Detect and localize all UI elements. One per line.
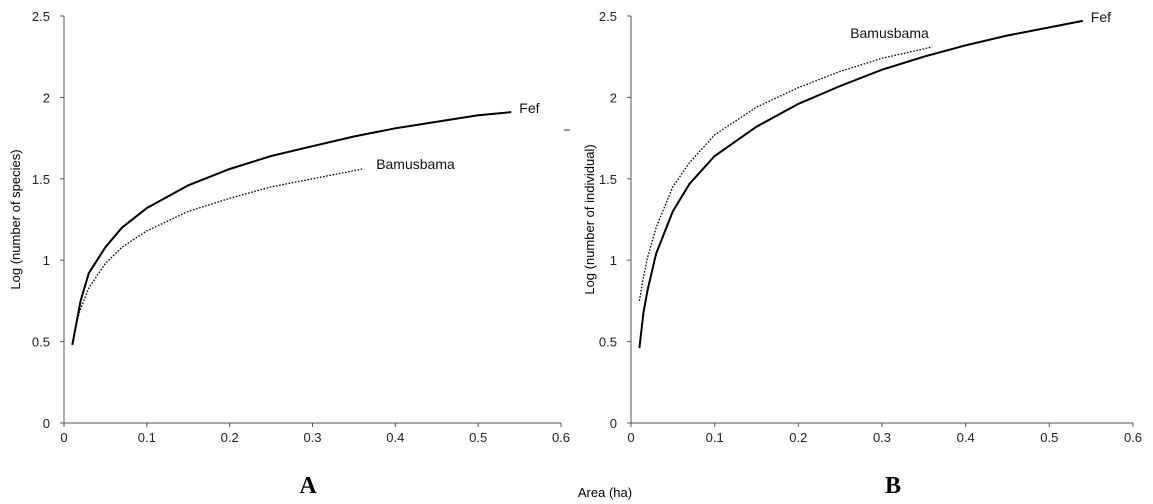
x-tick-label: 0.2: [789, 430, 807, 445]
y-axis-label: Log (number of species): [8, 149, 23, 289]
y-tick-label: 1.5: [599, 172, 617, 187]
series-line-bamusbama: [638, 46, 933, 302]
x-tick-label: 0.4: [957, 430, 975, 445]
series-label-fef: Fef: [519, 100, 539, 116]
x-tick-label: 0: [60, 430, 67, 445]
series-line-bamusbama: [75, 168, 363, 323]
x-tick-label: 0.5: [469, 430, 487, 445]
x-tick-label: 0.4: [386, 430, 404, 445]
x-tick-label: 0.1: [138, 430, 156, 445]
x-tick-label: 0.3: [303, 430, 321, 445]
y-tick-label: 2.5: [599, 9, 617, 24]
y-tick-label: 0.5: [599, 335, 617, 350]
x-tick-label: 0.5: [1040, 430, 1058, 445]
x-tick-label: 0.1: [706, 430, 724, 445]
y-tick-label: 1: [43, 253, 50, 268]
y-tick-label: 0.5: [32, 335, 50, 350]
y-tick-label: 0: [610, 416, 617, 431]
y-tick-label: 1: [610, 253, 617, 268]
x-tick-label: 0.3: [873, 430, 891, 445]
chart-panel-a: 0 0.1 0.2 0.3 0.4 0.5 0.6 0 0.5 1 1.5 2 2.5 Log (numb…: [8, 9, 570, 499]
chart-panel-b: 0 0.1 0.2 0.3 0.4 0.5 0.6 0 0.5 1 1.5 2 2.5 Log (numb…: [582, 9, 1142, 499]
panel-letter: B: [885, 473, 901, 499]
y-axis-label: Log (number of individual): [582, 144, 597, 294]
y-tick-label: 0: [43, 416, 50, 431]
panel-letter: A: [299, 473, 317, 499]
shared-x-axis-label: Area (ha): [578, 485, 632, 500]
y-tick-label: 2: [43, 90, 50, 105]
y-tick-label: 2: [610, 90, 617, 105]
series-line-fef: [71, 111, 512, 346]
x-tick-label: 0.6: [1124, 430, 1142, 445]
y-tick-label: 2.5: [32, 9, 50, 24]
x-tick-label: 0: [627, 430, 634, 445]
x-tick-label: 0.2: [221, 430, 239, 445]
series-label-fef: Fef: [1091, 9, 1111, 25]
series-label-bamusbama: Bamusbama: [376, 156, 455, 172]
y-tick-label: 1.5: [32, 172, 50, 187]
x-tick-label: 0.6: [552, 430, 570, 445]
series-label-bamusbama: Bamusbama: [850, 25, 929, 41]
series-line-fef: [638, 19, 1083, 349]
